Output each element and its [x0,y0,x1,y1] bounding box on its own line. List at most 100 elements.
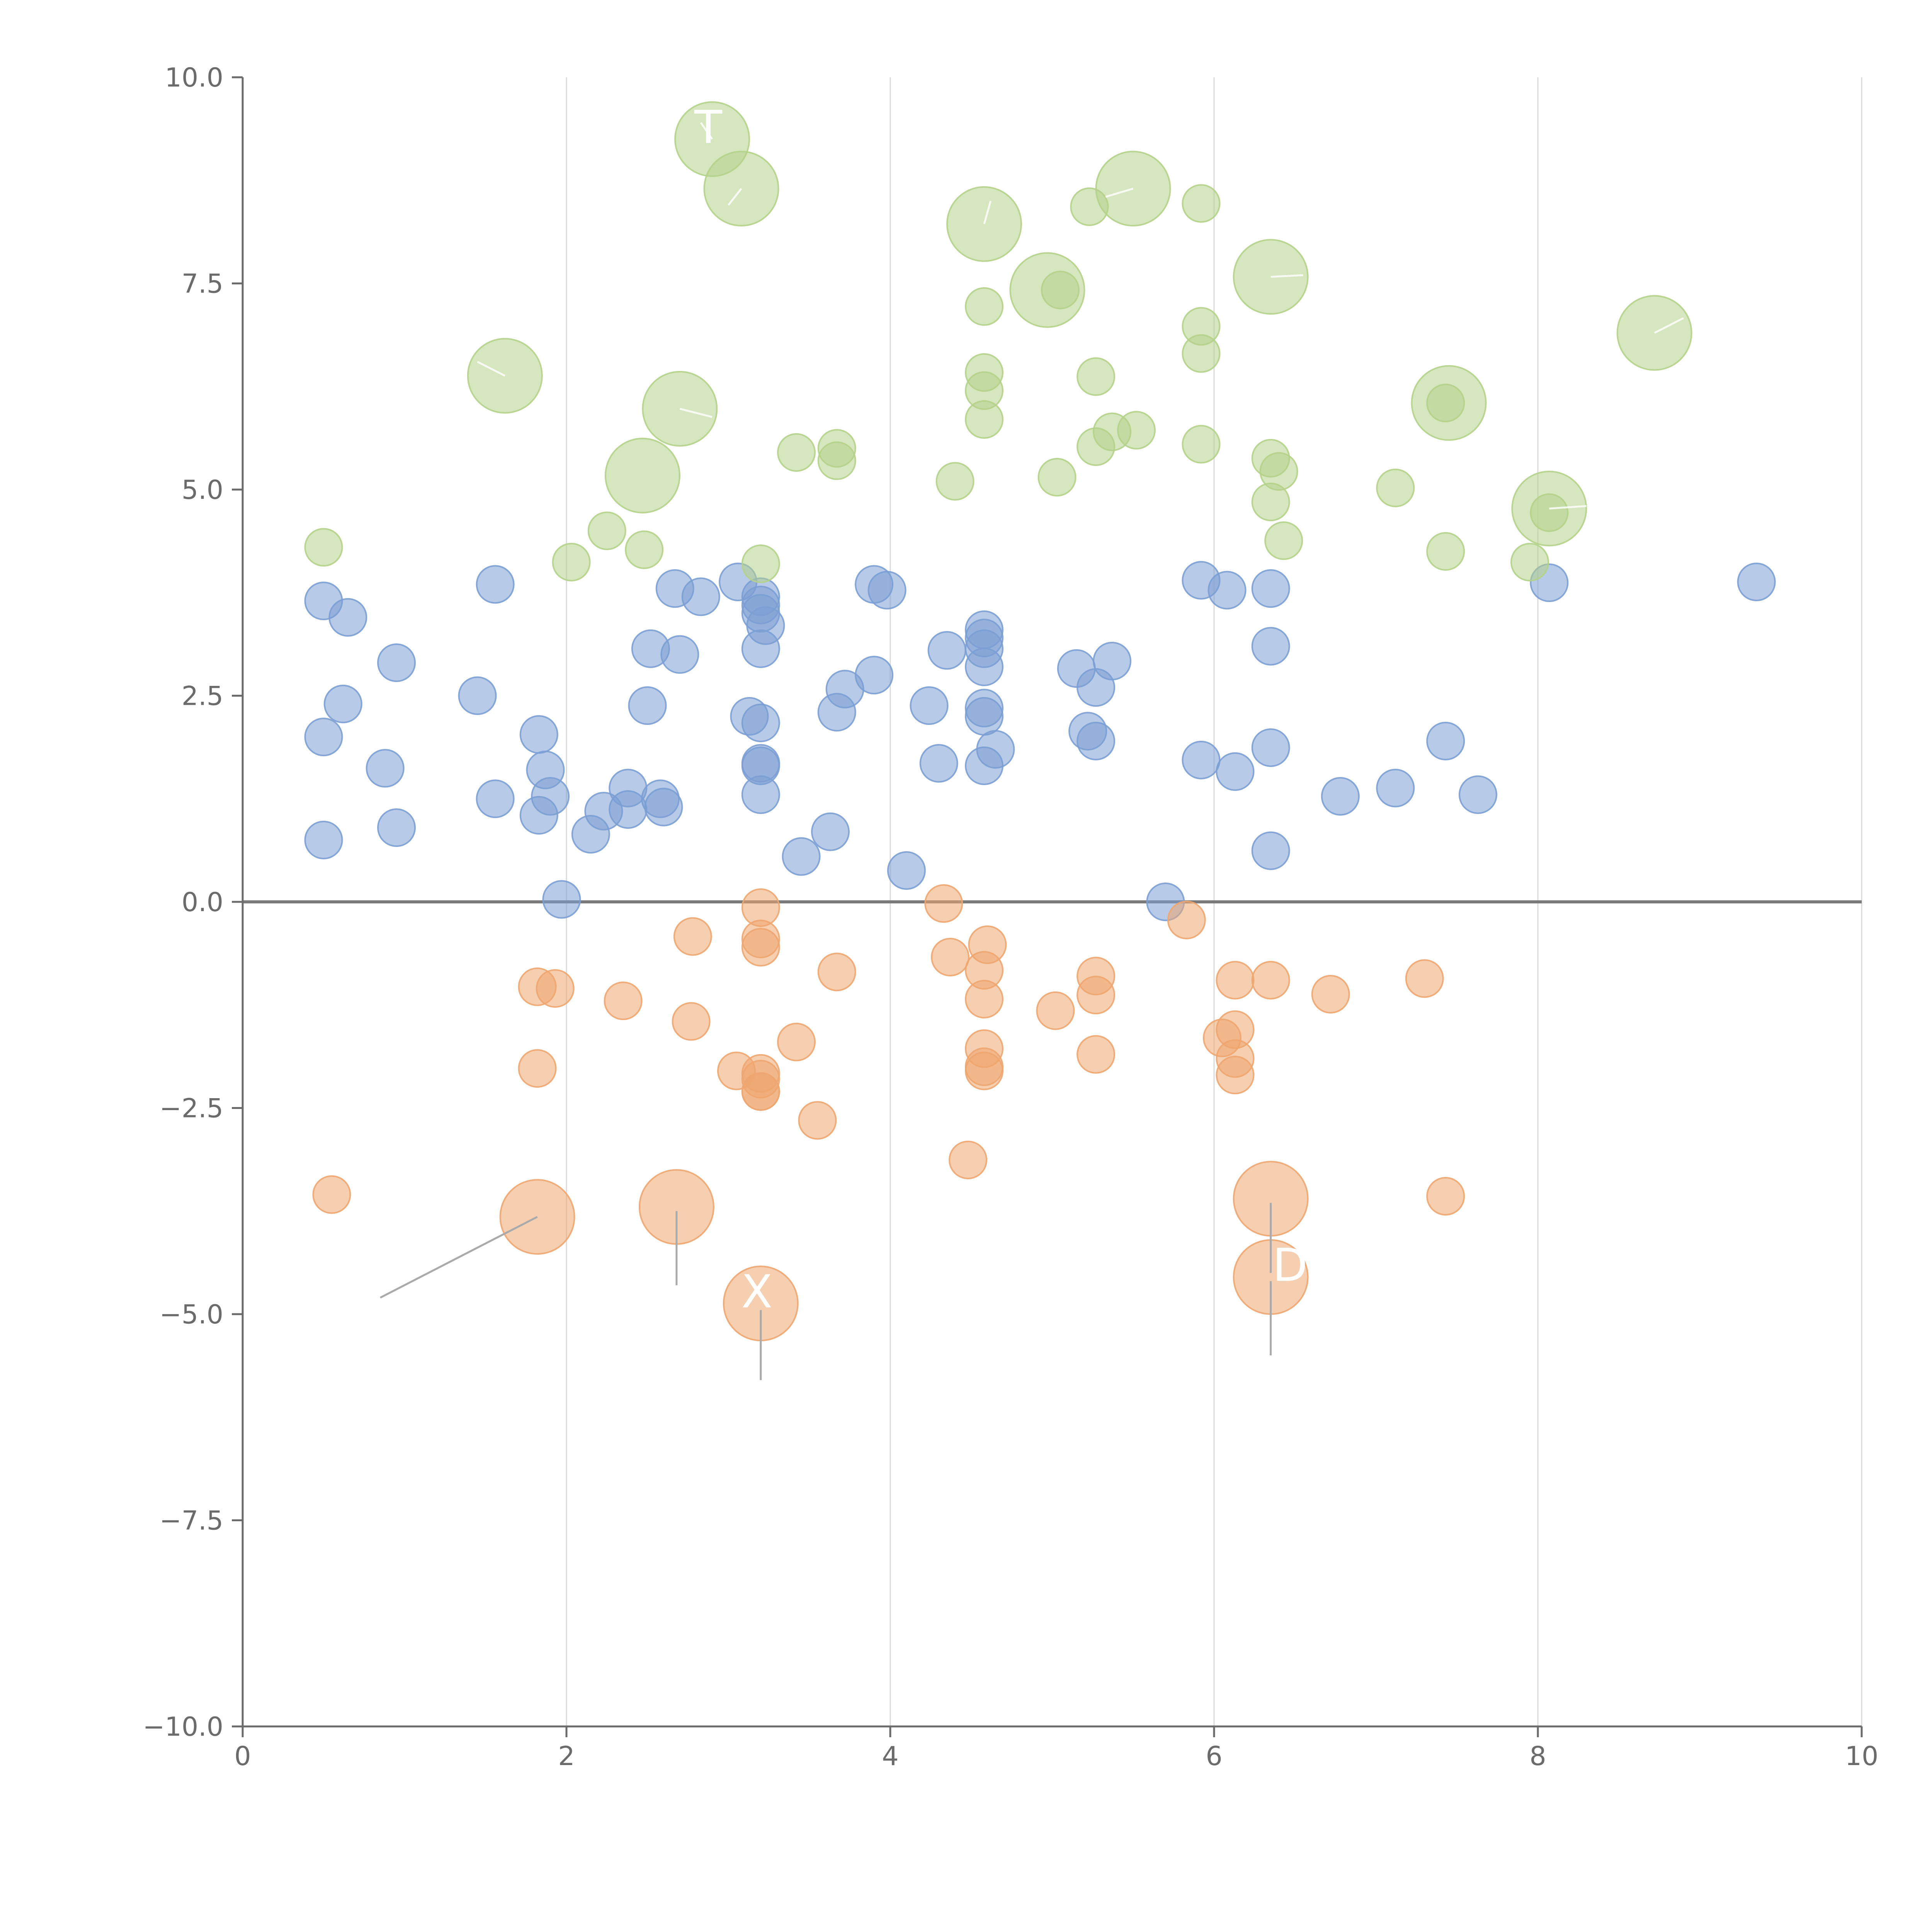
blue-point-21 [644,787,683,827]
orange-point-0 [312,1175,351,1214]
orange-point-15 [777,1022,816,1061]
green-point-2 [587,511,626,550]
blue-point-14 [519,796,558,835]
inner-leader-line-4 [1270,274,1303,278]
blue-point-64 [1208,571,1247,610]
blue-point-25 [660,635,699,674]
green-point-20 [1182,184,1221,223]
blue-point-68 [1251,627,1290,666]
green-point-23 [1182,425,1221,464]
blue-point-2 [377,643,416,682]
inner-leader-line-0 [700,122,713,140]
green-point-0 [304,528,343,567]
x-tick-label: 2 [558,1741,575,1772]
orange-point-14 [741,1072,780,1111]
blue-point-69 [1251,728,1290,767]
orange-point-27 [1036,991,1075,1030]
blue-point-46 [910,686,949,725]
green-large-bubble-9 [604,437,680,514]
blue-point-26 [681,577,720,616]
y-tick-label: −2.5 [160,1094,223,1124]
inner-leader-line-3 [1105,187,1134,198]
inner-leader-line-2 [983,201,992,224]
blue-point-37 [741,775,780,814]
x-tick-label: 10 [1845,1741,1879,1772]
bubble-label-D: D [1272,1238,1308,1292]
green-point-7 [817,441,856,480]
blue-point-61 [1077,721,1116,760]
bubble-labels: T X D [694,100,1308,1318]
blue-point-5 [366,749,405,788]
orange-point-2 [536,969,575,1008]
orange-point-29 [1077,976,1116,1015]
blue-point-32 [741,629,780,668]
green-large-bubble-3 [1095,151,1171,227]
green-point-9 [965,287,1004,326]
y-tick-label: −10.0 [143,1712,223,1742]
green-point-30 [1426,532,1465,571]
orange-point-3 [518,1049,557,1088]
orange-point-22 [965,980,1004,1019]
data-points [304,101,1776,1342]
blue-point-34 [741,703,780,742]
orange-point-25 [965,1051,1004,1090]
orange-point-16 [798,1101,837,1140]
blue-point-73 [1426,721,1465,760]
blue-point-56 [965,746,1004,785]
blue-point-19 [609,790,648,829]
green-point-4 [741,544,780,583]
y-tick-label: 5.0 [182,475,223,505]
green-point-22 [1182,334,1221,373]
blue-point-59 [1093,641,1132,680]
blue-point-52 [965,647,1004,686]
blue-point-3 [323,684,362,723]
bubble-label-T: T [694,100,723,154]
x-tick-label: 6 [1206,1741,1222,1772]
leader-line-0 [380,1216,538,1299]
blue-point-70 [1251,831,1290,870]
green-point-12 [965,400,1004,439]
y-tick-label: 2.5 [182,681,223,712]
blue-point-15 [542,880,581,919]
green-large-bubble-10 [1411,365,1487,441]
y-tick-label: 7.5 [182,269,223,299]
green-point-5 [777,433,816,472]
blue-point-39 [811,812,850,851]
orange-point-5 [673,917,712,956]
orange-point-19 [931,937,970,976]
blue-point-9 [458,676,497,715]
blue-point-54 [965,697,1004,736]
orange-point-37 [1251,961,1290,1000]
orange-point-4 [604,981,643,1020]
blue-point-47 [919,744,958,783]
blue-point-48 [927,631,966,670]
bubble-label-X: X [741,1265,772,1318]
blue-point-74 [1458,775,1497,814]
blue-point-76 [1737,563,1776,602]
y-tick-label: 0.0 [182,887,223,918]
blue-point-44 [855,656,894,695]
blue-point-22 [628,686,667,725]
y-tick-label: −5.0 [160,1299,223,1330]
blue-point-11 [519,715,558,754]
green-large-bubble-1 [703,151,779,227]
inner-leader-line-1 [728,188,742,206]
green-point-28 [1376,468,1415,507]
green-point-13 [1037,457,1077,497]
blue-point-1 [328,598,367,637]
orange-point-31 [1167,900,1206,939]
green-large-bubble-7 [467,338,543,414]
orange-point-26 [949,1140,988,1179]
axes: 0 2 4 6 8 10 10.0 7.5 5.0 2.5 0.0 −2.5 −5.0 −7.5 −10.0 [143,63,1879,1772]
green-point-8 [935,462,975,501]
blue-point-8 [476,565,515,604]
inner-leader-line-5 [1654,317,1684,334]
orange-point-17 [817,952,856,992]
blue-point-10 [476,779,515,818]
blue-point-7 [377,808,416,847]
blue-point-43 [867,571,906,610]
blue-point-38 [782,837,821,876]
blue-point-45 [887,851,926,890]
green-point-26 [1251,483,1290,522]
